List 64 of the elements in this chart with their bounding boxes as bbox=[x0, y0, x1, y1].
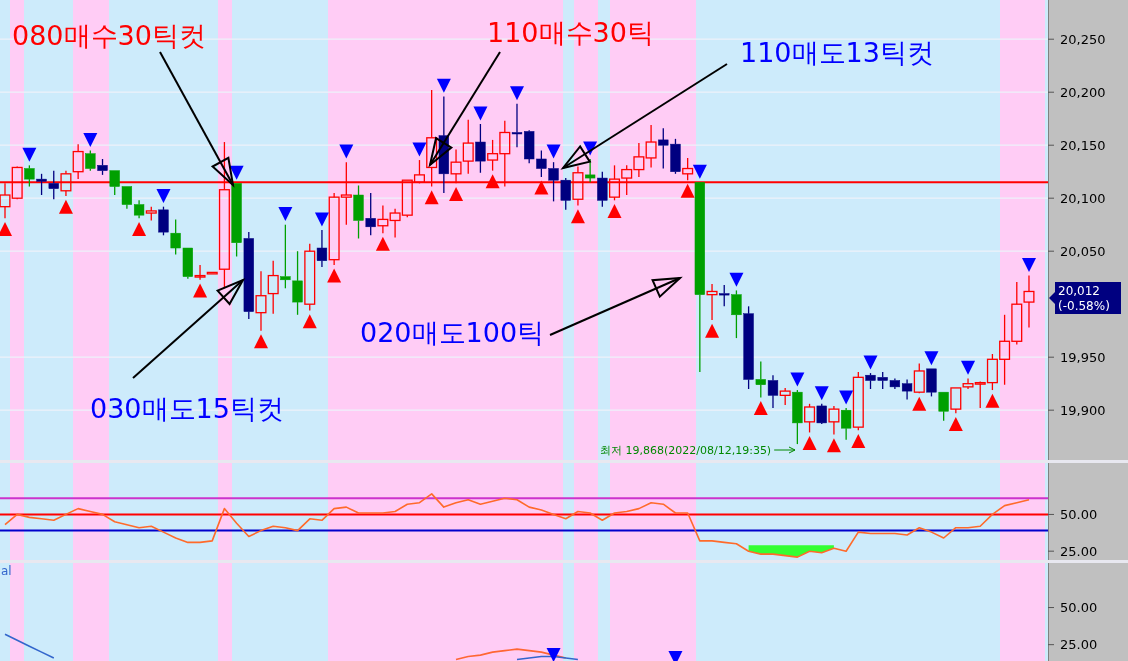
point bbox=[509, 86, 524, 101]
annotation: al bbox=[1, 564, 12, 578]
y-tick-label: 20,050 bbox=[1060, 243, 1106, 259]
annotation: 110매도13틱컷 bbox=[740, 37, 934, 68]
point bbox=[924, 351, 939, 366]
y-tick-label: 25.00 bbox=[1060, 637, 1098, 653]
point bbox=[851, 433, 866, 448]
point bbox=[753, 401, 768, 416]
point bbox=[193, 283, 208, 298]
point bbox=[314, 212, 329, 227]
point bbox=[436, 78, 451, 93]
point bbox=[705, 323, 720, 338]
line-series bbox=[4, 493, 1030, 558]
point bbox=[375, 236, 390, 251]
point bbox=[156, 189, 171, 204]
y-tick-label: 20,100 bbox=[1060, 190, 1106, 206]
annotation: 080매수30틱컷 bbox=[12, 20, 206, 51]
point bbox=[83, 132, 98, 147]
annotation: 최저 19,868(2022/08/12,19:35) bbox=[600, 444, 772, 457]
point bbox=[680, 183, 695, 198]
point bbox=[449, 186, 464, 201]
point bbox=[790, 372, 805, 387]
annotation: 020매도100틱 bbox=[360, 317, 545, 348]
price-label: 20,012 (-0.58%) bbox=[1049, 282, 1121, 314]
y-tick-label: 50.00 bbox=[1060, 600, 1098, 616]
point bbox=[948, 416, 963, 431]
point bbox=[570, 209, 585, 224]
line-series bbox=[4, 633, 55, 659]
point bbox=[132, 221, 147, 236]
point bbox=[229, 165, 244, 180]
point bbox=[961, 360, 976, 375]
point bbox=[692, 164, 707, 179]
y-tick-label: 20,250 bbox=[1060, 31, 1106, 47]
point bbox=[327, 268, 342, 283]
point bbox=[58, 199, 73, 214]
point bbox=[863, 355, 878, 370]
point bbox=[534, 180, 549, 195]
y-tick-label: 50.00 bbox=[1060, 506, 1098, 522]
point bbox=[826, 438, 841, 453]
point bbox=[802, 436, 817, 451]
point bbox=[412, 142, 427, 157]
point bbox=[424, 190, 439, 205]
y-tick-label: 19,900 bbox=[1060, 402, 1106, 418]
point bbox=[729, 272, 744, 287]
point bbox=[814, 386, 829, 401]
point bbox=[278, 207, 293, 222]
point bbox=[253, 334, 268, 349]
y-tick-label: 25.00 bbox=[1060, 543, 1098, 559]
point bbox=[985, 393, 1000, 408]
point bbox=[339, 144, 354, 159]
point bbox=[546, 144, 561, 159]
y-tick-label: 20,150 bbox=[1060, 137, 1106, 153]
point bbox=[1021, 257, 1036, 272]
annotation: 030매도15틱컷 bbox=[90, 393, 284, 424]
point bbox=[302, 314, 317, 329]
y-tick-label: 19,950 bbox=[1060, 349, 1106, 365]
y-tick-label: 20,200 bbox=[1060, 84, 1106, 100]
point bbox=[839, 390, 854, 405]
point bbox=[912, 396, 927, 411]
point bbox=[22, 147, 37, 162]
point bbox=[485, 174, 500, 189]
annotation: 110매수30틱 bbox=[487, 17, 654, 48]
point bbox=[607, 203, 622, 218]
point bbox=[473, 106, 488, 121]
